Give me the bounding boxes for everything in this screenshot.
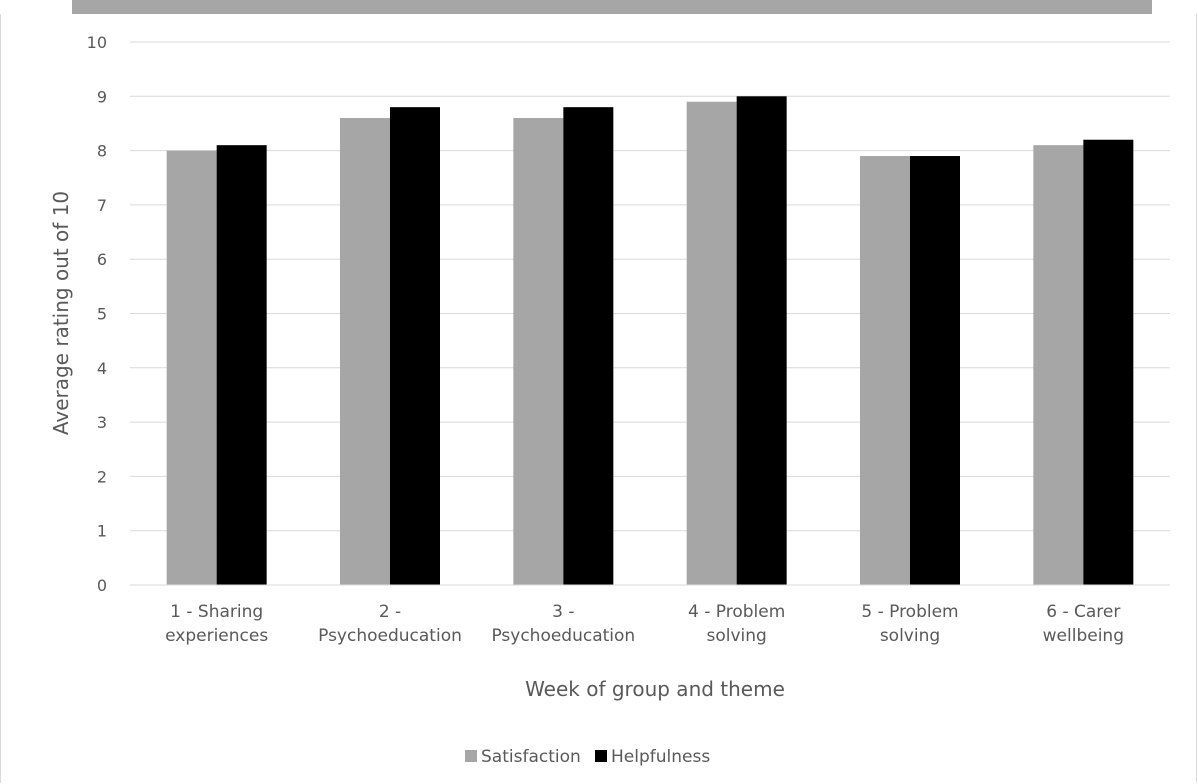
bar-satisfaction-6 bbox=[1033, 145, 1084, 586]
x-category-label: 1 - Sharing bbox=[170, 602, 263, 622]
y-tick-label: 1 bbox=[97, 522, 107, 541]
legend-label-helpfulness: Helpfulness bbox=[611, 747, 710, 767]
x-category-label: Psychoeducation bbox=[318, 626, 462, 646]
y-tick-label: 7 bbox=[97, 196, 107, 215]
y-tick-label: 5 bbox=[97, 305, 107, 324]
bar-helpfulness-6 bbox=[1083, 139, 1134, 586]
legend-label-satisfaction: Satisfaction bbox=[481, 747, 581, 767]
y-tick-label: 10 bbox=[87, 33, 107, 52]
x-category-label: 5 - Problem bbox=[861, 602, 958, 622]
bars bbox=[166, 96, 1134, 586]
y-axis-title: Average rating out of 10 bbox=[49, 191, 73, 435]
x-category-label: 4 - Problem bbox=[688, 602, 785, 622]
bar-satisfaction-2 bbox=[340, 118, 390, 586]
bar-helpfulness-3 bbox=[563, 107, 614, 585]
y-tick-label: 9 bbox=[97, 87, 107, 106]
x-category-label: experiences bbox=[165, 626, 268, 646]
bar-helpfulness-5 bbox=[910, 156, 960, 585]
x-category-label: solving bbox=[706, 626, 766, 646]
bar-helpfulness-2 bbox=[390, 107, 440, 585]
chart-frame bbox=[0, 14, 1197, 783]
y-tick-label: 3 bbox=[97, 413, 107, 432]
x-category-label: solving bbox=[880, 626, 940, 646]
y-tick-label: 8 bbox=[97, 142, 107, 161]
y-tick-label: 6 bbox=[97, 250, 107, 269]
legend: Satisfaction Helpfulness bbox=[465, 747, 710, 767]
bar-helpfulness-1 bbox=[216, 145, 267, 586]
x-axis-categories: 1 - Sharing experiences 2 - Psychoeducation… bbox=[165, 602, 1124, 646]
bar-satisfaction-4 bbox=[686, 101, 737, 585]
x-category-label: wellbeing bbox=[1043, 626, 1124, 646]
bar-satisfaction-3 bbox=[513, 118, 564, 586]
x-category-label: 3 - bbox=[552, 602, 574, 622]
gridlines bbox=[130, 41, 1170, 532]
y-tick-label: 4 bbox=[97, 359, 107, 378]
x-category-label: Psychoeducation bbox=[491, 626, 635, 646]
legend-swatch-satisfaction bbox=[465, 750, 477, 762]
x-category-label: 2 - bbox=[379, 602, 401, 622]
bar-helpfulness-4 bbox=[736, 96, 787, 586]
bar-satisfaction-5 bbox=[860, 156, 910, 585]
y-tick-label: 0 bbox=[97, 576, 107, 595]
top-border-band bbox=[72, 0, 1152, 14]
x-category-label: 6 - Carer bbox=[1046, 602, 1120, 622]
x-axis-title: Week of group and theme bbox=[525, 677, 785, 701]
legend-swatch-helpfulness bbox=[595, 750, 607, 762]
y-axis-ticks: 0 1 2 3 4 5 6 7 8 9 10 bbox=[87, 33, 107, 595]
bar-satisfaction-1 bbox=[166, 150, 217, 585]
y-tick-label: 2 bbox=[97, 467, 107, 486]
